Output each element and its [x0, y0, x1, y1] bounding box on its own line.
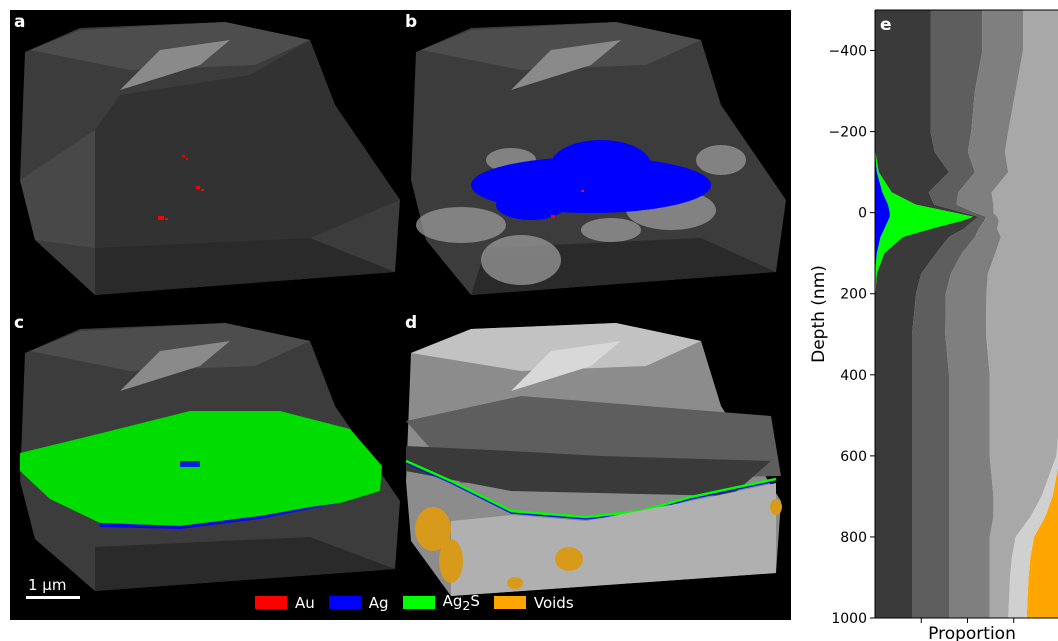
scalebar-label: 1 µm: [28, 576, 67, 594]
tomography-figure: a b: [10, 10, 791, 620]
stacked-areas: [875, 10, 1058, 618]
legend-label-au: Au: [295, 593, 315, 612]
panel-letter: a: [14, 12, 26, 32]
void-regions: [415, 499, 782, 589]
legend-swatch-ag2s: [402, 596, 435, 609]
legend-label-ag2s: Ag2S: [442, 592, 480, 613]
legend-item-ag2s: Ag2S: [402, 592, 480, 613]
panel-d: d: [401, 311, 791, 611]
area-series-6: [1008, 437, 1058, 618]
area-series-5: [986, 10, 1058, 618]
area-series-4: [945, 10, 1023, 618]
y-tick-label: 800: [840, 530, 867, 546]
area-series-3: [912, 10, 986, 618]
panel-b-render: [411, 22, 786, 295]
panel-d-render: [405, 323, 782, 596]
ag-interface-line: [405, 462, 777, 520]
panel-a: a: [10, 10, 400, 310]
y-tick-label: −400: [829, 44, 867, 60]
y-tick-label: 200: [840, 287, 867, 303]
ag2s-overlay: [20, 411, 382, 526]
y-tick-label: 1000: [831, 611, 867, 627]
panel-letter: c: [14, 313, 25, 333]
x-axis-label: Proportion: [928, 624, 1016, 641]
au-particles: [158, 155, 204, 220]
legend-label-ag: Ag: [368, 593, 389, 612]
ag-overlay: [471, 140, 711, 220]
panel-c: c: [10, 311, 400, 611]
panel-c-render: [20, 323, 400, 591]
panel-b: b: [401, 10, 791, 310]
y-axis-label: Depth (nm): [809, 265, 829, 363]
legend-item-ag: Ag: [328, 593, 389, 612]
area-series-2: [875, 10, 979, 618]
legend-swatch-au: [255, 596, 287, 609]
legend-item-voids: Voids: [493, 593, 574, 612]
legend: Au Ag Ag2S Voids: [255, 592, 574, 613]
ag-overlay: [100, 461, 340, 529]
y-tick-label: 600: [840, 449, 867, 465]
y-tick-label: 400: [840, 368, 867, 384]
legend-swatch-voids: [493, 596, 526, 609]
scalebar: [26, 596, 80, 599]
depth-profile-chart: −400 −200 0 200 400 600 800 1000 Depth (nm) Propo…: [800, 0, 1058, 641]
legend-label-voids: Voids: [533, 593, 574, 612]
depth-profile-svg: −400 −200 0 200 400 600 800 1000 Depth (nm) Propo…: [809, 9, 1058, 641]
area-series-7: [1026, 466, 1058, 618]
ag2s-interface-line: [405, 459, 777, 519]
legend-item-au: Au: [255, 594, 315, 612]
legend-swatch-ag: [328, 596, 361, 609]
panel-letter: d: [405, 313, 418, 333]
panel-letter: b: [405, 12, 418, 32]
panel-letter-e: e: [880, 15, 892, 35]
y-tick-label: −200: [829, 125, 867, 141]
panel-a-render: [20, 22, 400, 295]
y-tick-label: 0: [858, 206, 867, 222]
